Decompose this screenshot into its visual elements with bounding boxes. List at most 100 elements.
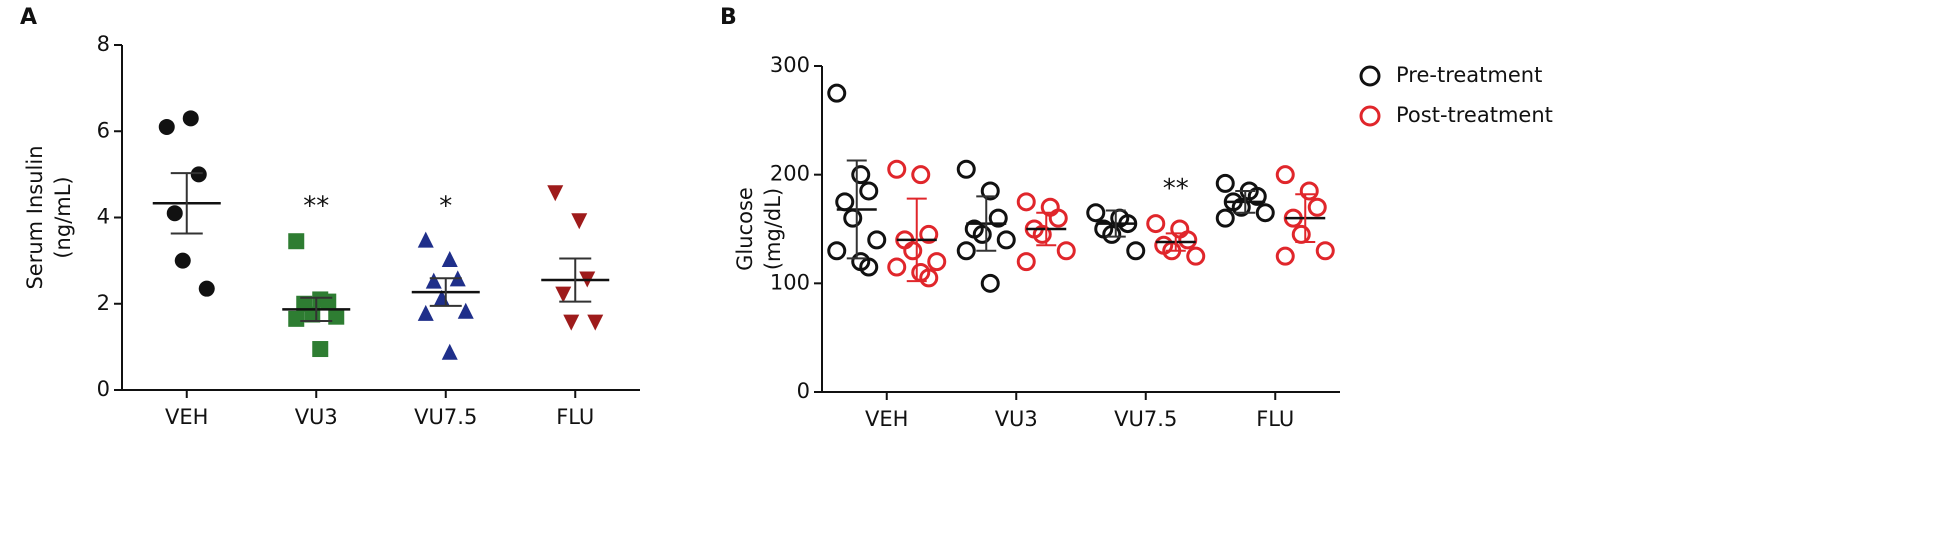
data-point: [887, 257, 907, 277]
data-point: [563, 314, 580, 331]
data-point: [457, 302, 474, 319]
data-point: [887, 159, 907, 179]
data-point: [166, 205, 183, 222]
y-axis-label: (mg/dL): [761, 188, 785, 270]
y-tick-label: 8: [97, 32, 110, 56]
y-axis-label: (ng/mL): [51, 176, 75, 258]
significance-label: **: [303, 192, 329, 222]
data-point: [328, 308, 345, 325]
data-point: [1146, 214, 1166, 234]
data-point: [843, 208, 863, 228]
x-tick-label: FLU: [1256, 407, 1294, 431]
y-tick-label: 0: [97, 377, 110, 401]
x-tick-label: VU3: [995, 407, 1038, 431]
data-point: [919, 224, 939, 244]
data-point: [1215, 173, 1235, 193]
data-point: [956, 241, 976, 261]
data-point: [827, 83, 847, 103]
data-point: [182, 110, 199, 127]
data-point: [288, 310, 305, 327]
legend-label: Post-treatment: [1396, 103, 1553, 127]
data-point: [1102, 224, 1122, 244]
y-tick-label: 0: [797, 379, 810, 403]
x-tick-label: VEH: [165, 405, 208, 429]
x-tick-label: VU7.5: [414, 405, 477, 429]
data-point: [927, 252, 947, 272]
data-point: [911, 165, 931, 185]
data-point: [441, 343, 458, 360]
data-point: [1275, 165, 1295, 185]
data-point: [996, 230, 1016, 250]
data-point: [1032, 224, 1052, 244]
data-point: [1016, 192, 1036, 212]
data-point: [1170, 219, 1190, 239]
data-point: [417, 304, 434, 321]
error-bar: [846, 159, 867, 260]
data-point: [417, 231, 434, 248]
legend-marker: [1359, 65, 1381, 87]
data-point: [174, 252, 191, 269]
data-point: [1048, 208, 1068, 228]
data-point: [312, 341, 329, 358]
error-bar: [906, 197, 927, 283]
data-point: [320, 293, 337, 310]
data-point: [1291, 224, 1311, 244]
data-point: [1299, 181, 1319, 201]
data-point: [956, 159, 976, 179]
data-point: [441, 251, 458, 268]
data-point: [425, 272, 442, 289]
x-tick-label: VU7.5: [1114, 407, 1177, 431]
data-point: [972, 224, 992, 244]
data-point: [1056, 241, 1076, 261]
data-point: [1186, 246, 1206, 266]
data-point: [158, 118, 175, 135]
panel-label: A: [20, 5, 37, 30]
data-point: [1178, 230, 1198, 250]
y-tick-label: 300: [770, 53, 810, 77]
error-bar: [170, 172, 203, 235]
significance-label: **: [1163, 174, 1189, 204]
error-bar: [1105, 209, 1126, 238]
data-point: [1016, 252, 1036, 272]
panel-label: B: [720, 5, 737, 30]
significance-label: *: [439, 192, 452, 222]
error-bar: [1165, 232, 1186, 252]
y-tick-label: 2: [97, 291, 110, 315]
error-bar: [976, 195, 997, 252]
data-point: [1315, 241, 1335, 261]
error-bar: [559, 257, 592, 303]
legend-marker: [1359, 105, 1381, 127]
data-point: [1255, 203, 1275, 223]
data-point: [903, 241, 923, 261]
data-point: [859, 181, 879, 201]
data-point: [1086, 203, 1106, 223]
data-point: [547, 185, 564, 202]
data-point: [555, 286, 572, 303]
legend-label: Pre-treatment: [1396, 63, 1542, 87]
error-bar: [1235, 189, 1256, 214]
data-point: [1247, 186, 1267, 206]
error-bar: [300, 296, 333, 322]
data-point: [1275, 246, 1295, 266]
data-point: [980, 273, 1000, 293]
data-point: [587, 314, 604, 331]
error-bar: [1036, 211, 1057, 247]
data-point: [980, 181, 1000, 201]
y-tick-label: 6: [97, 118, 110, 142]
data-point: [859, 257, 879, 277]
error-bar: [1295, 193, 1316, 244]
data-point: [851, 165, 871, 185]
data-point: [827, 241, 847, 261]
error-bar: [429, 277, 462, 307]
data-point: [867, 230, 887, 250]
data-point: [198, 280, 215, 297]
y-tick-label: 100: [770, 270, 810, 294]
y-axis-label: Serum Insulin: [23, 145, 47, 289]
data-point: [1215, 208, 1235, 228]
y-tick-label: 200: [770, 162, 810, 186]
data-point: [190, 166, 207, 183]
data-point: [571, 213, 588, 230]
x-tick-label: VEH: [865, 407, 908, 431]
data-point: [988, 208, 1008, 228]
